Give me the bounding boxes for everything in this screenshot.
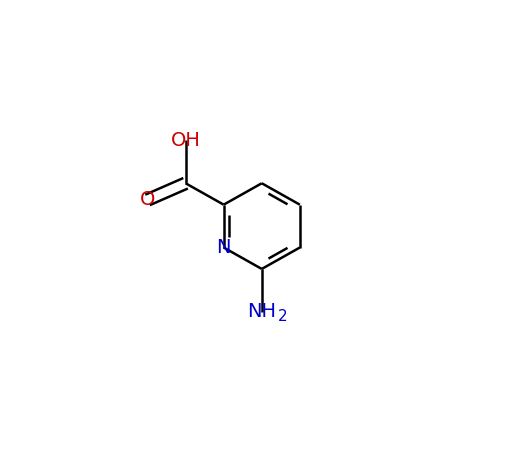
Text: NH: NH bbox=[247, 302, 276, 321]
Text: O: O bbox=[140, 190, 155, 209]
Text: OH: OH bbox=[171, 131, 200, 150]
Text: N: N bbox=[216, 238, 231, 257]
Text: 2: 2 bbox=[278, 308, 287, 324]
